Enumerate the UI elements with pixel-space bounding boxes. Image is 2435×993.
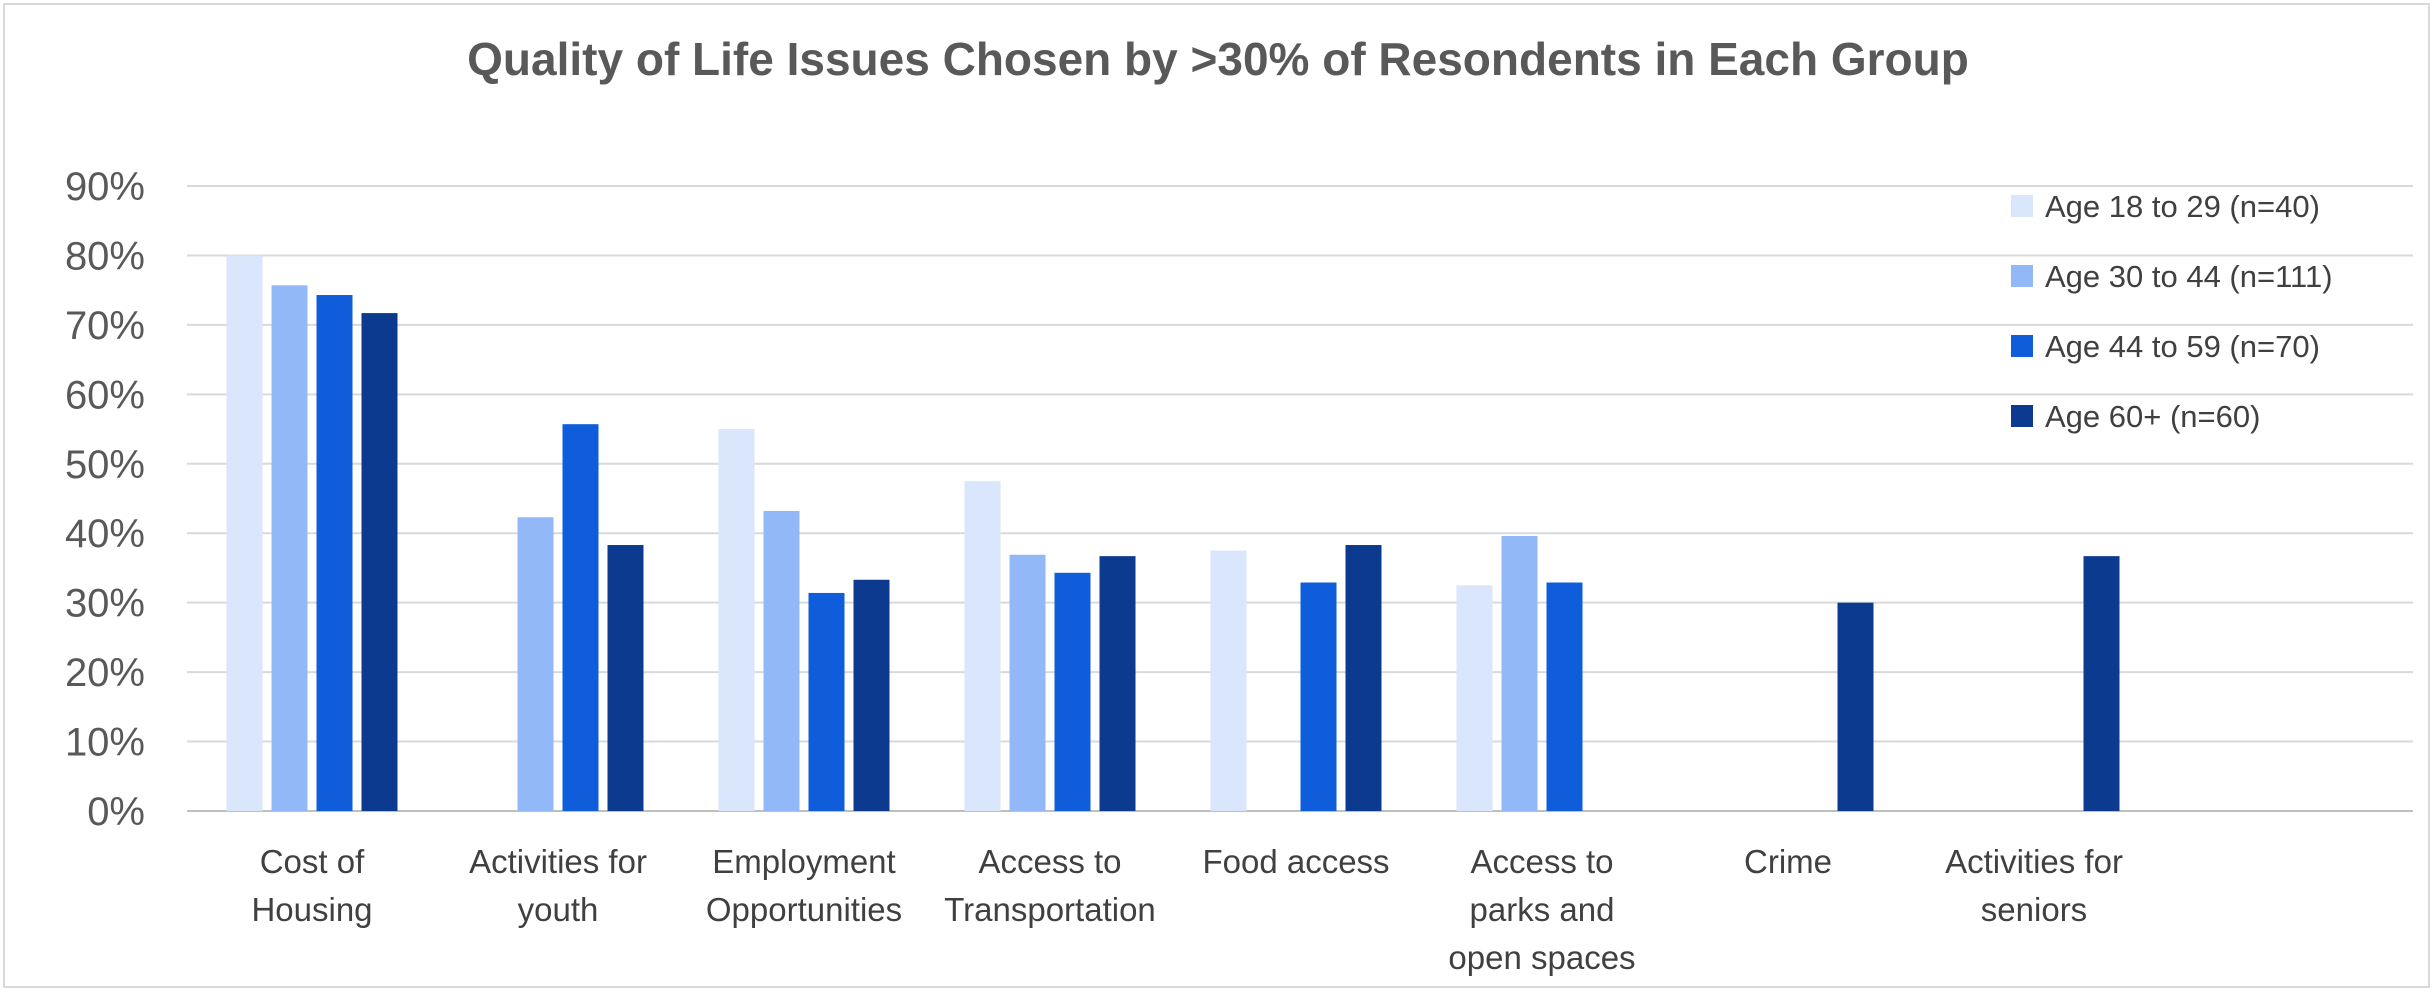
y-tick-label: 50% xyxy=(65,443,145,487)
bar xyxy=(763,511,800,811)
bar xyxy=(853,579,890,811)
x-category-label: Activities for seniors xyxy=(1945,843,2123,928)
y-axis-ticks: 0% 10% 20% 30% 40% 50% 60% 70% 80% 90% xyxy=(65,165,145,834)
y-tick-label: 60% xyxy=(65,373,145,417)
bar xyxy=(1009,554,1046,811)
bar xyxy=(1501,536,1538,811)
bar xyxy=(1546,582,1583,811)
bar xyxy=(517,517,554,811)
bar xyxy=(562,424,599,811)
y-tick-label: 80% xyxy=(65,234,145,278)
bar xyxy=(1345,545,1382,811)
bar-chart: Quality of Life Issues Chosen by >30% of… xyxy=(65,33,2413,976)
x-axis-labels: Cost of Housing Activities for youth Employm… xyxy=(251,843,2122,976)
bar xyxy=(1210,550,1247,811)
chart-frame: Quality of Life Issues Chosen by >30% of… xyxy=(3,3,2430,988)
y-tick-label: 90% xyxy=(65,165,145,209)
bar xyxy=(964,481,1001,811)
x-category-label: Access to Transportation xyxy=(944,843,1156,928)
bar xyxy=(2083,556,2120,811)
legend-label: Age 44 to 59 (n=70) xyxy=(2045,329,2320,364)
legend: Age 18 to 29 (n=40) Age 30 to 44 (n=111) A… xyxy=(2011,189,2333,434)
bar xyxy=(271,285,308,811)
x-category-label: Cost of Housing xyxy=(251,843,372,928)
y-tick-label: 20% xyxy=(65,651,145,695)
chart-title: Quality of Life Issues Chosen by >30% of… xyxy=(467,33,1969,85)
bar xyxy=(1456,585,1493,811)
legend-label: Age 60+ (n=60) xyxy=(2045,399,2260,434)
legend-swatch xyxy=(2011,335,2033,357)
bar xyxy=(607,545,644,811)
y-tick-label: 70% xyxy=(65,304,145,348)
bar xyxy=(1837,602,1874,811)
x-category-label: Food access xyxy=(1202,843,1389,880)
bar xyxy=(316,295,353,811)
bar xyxy=(226,255,263,811)
bar xyxy=(361,313,398,811)
gridlines xyxy=(187,185,2413,812)
bars xyxy=(226,255,2120,811)
bar xyxy=(1054,572,1091,811)
y-tick-label: 30% xyxy=(65,582,145,626)
y-tick-label: 0% xyxy=(87,790,145,834)
bar xyxy=(1099,556,1136,811)
x-category-label: Employment Opportunities xyxy=(706,843,902,928)
legend-label: Age 18 to 29 (n=40) xyxy=(2045,189,2320,224)
bar xyxy=(808,592,845,811)
legend-swatch xyxy=(2011,265,2033,287)
y-tick-label: 10% xyxy=(65,721,145,765)
y-tick-label: 40% xyxy=(65,512,145,556)
x-category-label: Activities for youth xyxy=(469,843,647,928)
x-category-label: Access to parks and open spaces xyxy=(1448,843,1635,976)
legend-swatch xyxy=(2011,405,2033,427)
legend-label: Age 30 to 44 (n=111) xyxy=(2045,259,2333,294)
legend-swatch xyxy=(2011,195,2033,217)
bar xyxy=(718,429,755,811)
bar xyxy=(1300,582,1337,811)
x-category-label: Crime xyxy=(1744,843,1832,880)
